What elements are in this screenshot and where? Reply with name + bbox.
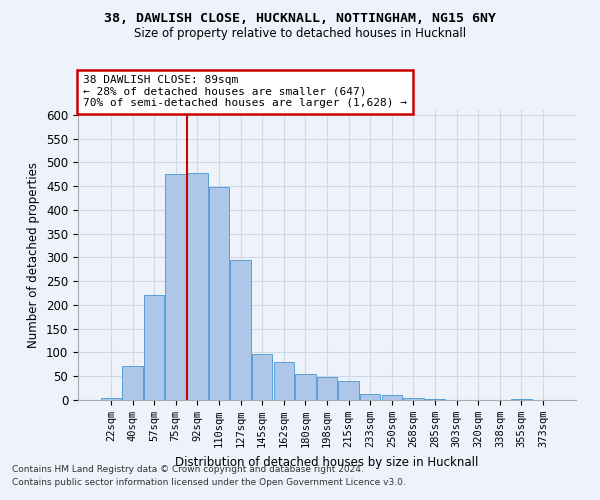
Bar bbox=[166, 174, 186, 400]
Bar bbox=[382, 395, 402, 400]
Text: 38 DAWLISH CLOSE: 89sqm
← 28% of detached houses are smaller (647)
70% of semi-d: 38 DAWLISH CLOSE: 89sqm ← 28% of detache… bbox=[83, 75, 407, 108]
X-axis label: Distribution of detached houses by size in Hucknall: Distribution of detached houses by size … bbox=[175, 456, 479, 468]
Bar bbox=[274, 362, 294, 400]
Y-axis label: Number of detached properties: Number of detached properties bbox=[28, 162, 40, 348]
Bar bbox=[403, 398, 424, 400]
Bar bbox=[295, 374, 316, 400]
Bar bbox=[338, 381, 359, 400]
Bar bbox=[230, 260, 251, 400]
Bar bbox=[187, 173, 208, 400]
Text: Contains HM Land Registry data © Crown copyright and database right 2024.: Contains HM Land Registry data © Crown c… bbox=[12, 466, 364, 474]
Text: 38, DAWLISH CLOSE, HUCKNALL, NOTTINGHAM, NG15 6NY: 38, DAWLISH CLOSE, HUCKNALL, NOTTINGHAM,… bbox=[104, 12, 496, 26]
Text: Contains public sector information licensed under the Open Government Licence v3: Contains public sector information licen… bbox=[12, 478, 406, 487]
Text: Size of property relative to detached houses in Hucknall: Size of property relative to detached ho… bbox=[134, 28, 466, 40]
Bar bbox=[122, 366, 143, 400]
Bar bbox=[101, 398, 121, 400]
Bar bbox=[209, 186, 229, 400]
Bar bbox=[252, 354, 272, 400]
Bar bbox=[425, 398, 445, 400]
Bar bbox=[317, 377, 337, 400]
Bar bbox=[144, 296, 164, 400]
Bar bbox=[511, 398, 532, 400]
Bar bbox=[360, 394, 380, 400]
